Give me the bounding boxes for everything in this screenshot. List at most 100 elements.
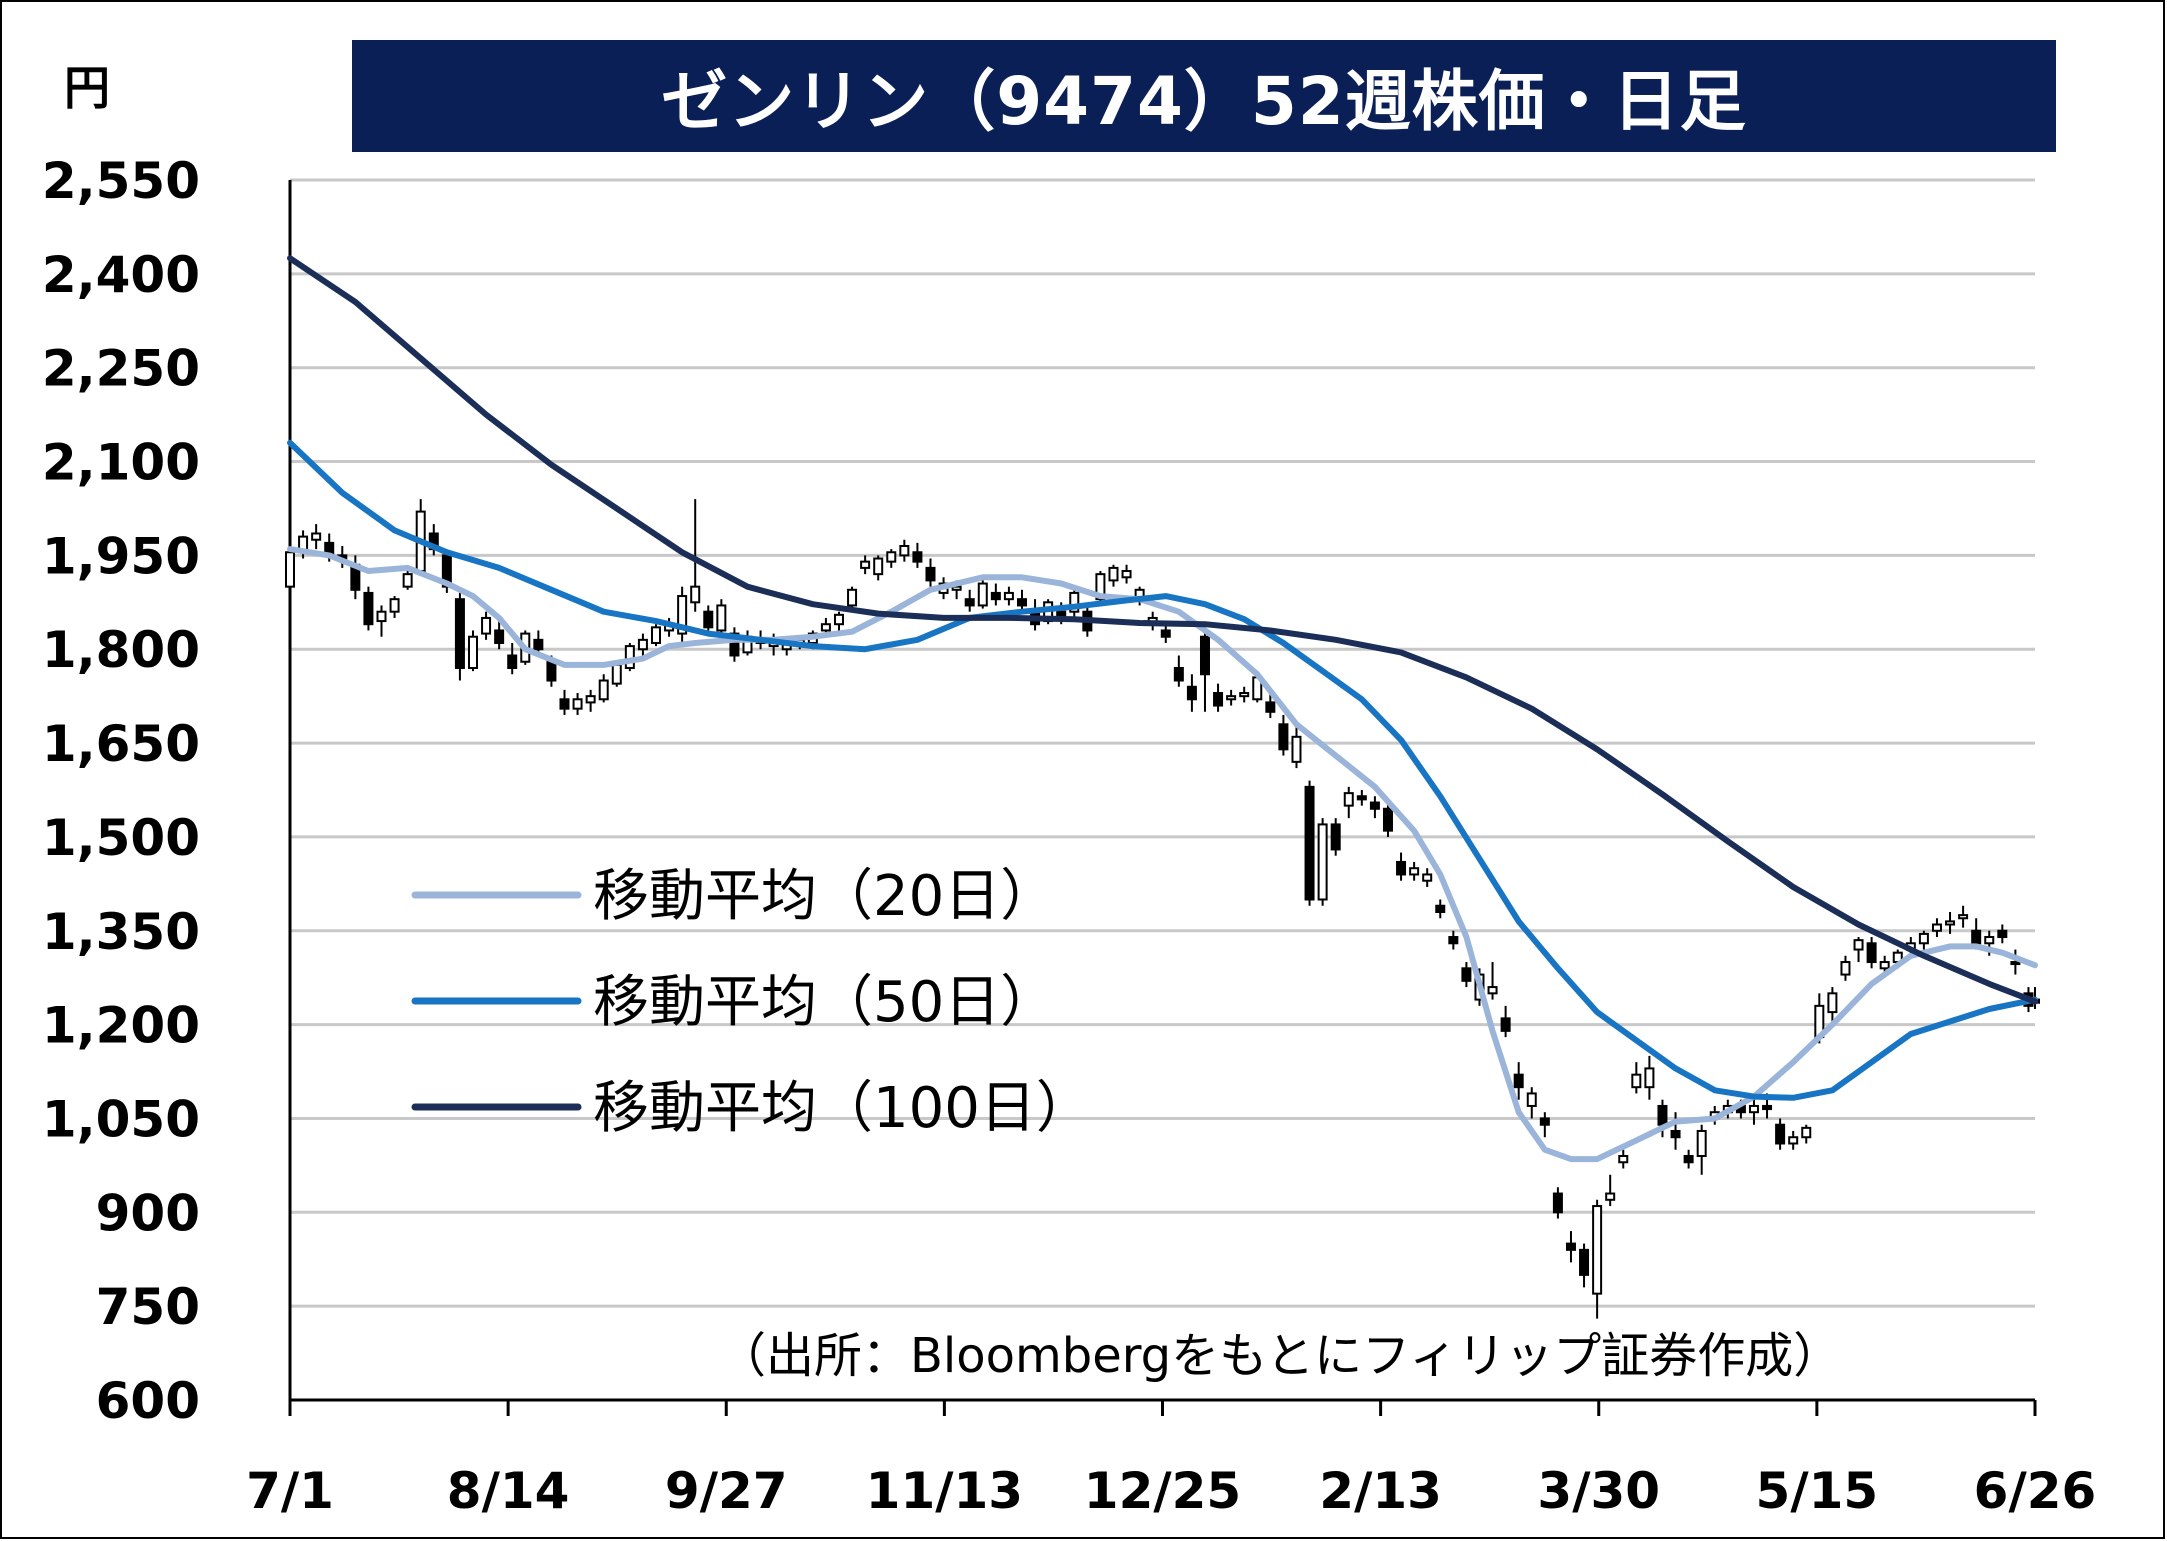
moving-average-lines <box>287 255 2038 1163</box>
candlestick <box>1291 724 1302 769</box>
candlestick <box>1409 861 1420 881</box>
candlestick <box>624 642 635 672</box>
candlestick <box>1213 683 1224 712</box>
legend-label: 移動平均（100日） <box>593 1076 1092 1141</box>
candlestick <box>1683 1149 1694 1169</box>
candle-body <box>1265 701 1276 713</box>
y-tick-label: 1,050 <box>42 1090 200 1148</box>
candle-body <box>559 698 570 710</box>
candlestick <box>912 542 923 568</box>
candle-body <box>598 679 609 701</box>
candlestick <box>1605 1174 1616 1207</box>
candle-body <box>1186 685 1197 701</box>
y-tick-label: 2,400 <box>42 246 200 304</box>
candle-body <box>1945 920 1956 926</box>
candle-body <box>1631 1073 1642 1089</box>
candlestick <box>1801 1124 1812 1144</box>
candle-body <box>1278 723 1289 751</box>
candle-body <box>1226 695 1237 701</box>
candle-body <box>1160 629 1171 638</box>
candle-body <box>611 663 622 685</box>
candlestick <box>402 567 413 590</box>
candlestick <box>742 630 753 656</box>
candle-body <box>1317 823 1328 901</box>
candlestick <box>454 592 465 681</box>
candle-body <box>899 545 910 557</box>
candle-body <box>454 598 465 670</box>
y-tick-label: 2,100 <box>42 434 200 492</box>
candle-body <box>1984 936 1995 945</box>
candle-body <box>1971 929 1982 945</box>
candlestick <box>494 621 505 650</box>
candlestick <box>481 611 492 640</box>
candlestick <box>1866 937 1877 969</box>
candle-body <box>1762 1104 1773 1111</box>
candle-body <box>1552 1192 1563 1214</box>
candle-body <box>1369 801 1380 810</box>
candlestick <box>1356 790 1367 806</box>
candlestick <box>1579 1243 1590 1288</box>
candlestick <box>1748 1099 1759 1125</box>
candlestick <box>1775 1118 1786 1150</box>
candlestick <box>833 611 844 631</box>
candle-body <box>1500 1017 1511 1032</box>
chart-title: ゼンリン（9474）52週株価・日足 <box>352 40 2056 152</box>
candle-body <box>677 595 688 635</box>
candlestick <box>716 599 727 637</box>
candle-body <box>1997 929 2008 939</box>
y-tick-label: 750 <box>96 1278 200 1336</box>
candle-body <box>690 585 701 604</box>
x-tick-label: 5/15 <box>1756 1462 1879 1520</box>
candlestick <box>467 630 478 672</box>
candle-body <box>1788 1136 1799 1145</box>
candle-body <box>1526 1092 1537 1107</box>
candlestick <box>1239 686 1250 703</box>
x-tick-label: 2/13 <box>1319 1462 1442 1520</box>
candle-body <box>1801 1126 1812 1139</box>
candlestick <box>1592 1199 1603 1319</box>
candle-body <box>1356 795 1367 801</box>
candle-body <box>311 532 322 541</box>
ma-line-1 <box>287 546 2038 1163</box>
candle-body <box>1670 1129 1681 1139</box>
x-tick-label: 8/14 <box>447 1462 570 1520</box>
candlestick <box>1945 912 1956 934</box>
y-tick-label: 1,950 <box>42 527 200 585</box>
legend-label: 移動平均（20日） <box>593 864 1056 929</box>
candlestick <box>1500 1005 1511 1038</box>
candlestick <box>1448 930 1459 950</box>
candle-body <box>1513 1073 1524 1089</box>
x-tick-label: 3/30 <box>1537 1462 1660 1520</box>
x-tick-labels: 7/1 8/14 9/27 11/13 12/25 2/13 3/30 5/15 6/26 <box>246 1400 2096 1520</box>
candlestick <box>1827 987 1838 1025</box>
candlestick <box>1278 714 1289 756</box>
candle-body <box>873 557 884 576</box>
candle-body <box>1487 986 1498 995</box>
candlestick <box>1997 924 2008 944</box>
candle-body <box>481 616 492 635</box>
candlestick <box>637 633 648 656</box>
candle-body <box>1879 961 1890 970</box>
candle-body <box>964 598 975 607</box>
y-tick-labels: 600 750 900 1,050 1,200 1,350 1,500 1,650 1,800 1… <box>42 152 200 1430</box>
candle-body <box>1213 692 1224 707</box>
candle-body <box>1866 942 1877 964</box>
candlestick <box>873 555 884 581</box>
candle-body <box>507 654 518 670</box>
candlestick <box>363 586 374 631</box>
candlestick <box>1121 564 1132 584</box>
candle-body <box>1330 823 1341 851</box>
candle-body <box>1199 635 1210 676</box>
candle-body <box>1095 573 1106 601</box>
candlestick <box>1199 624 1210 712</box>
candle-body <box>1461 967 1472 982</box>
candle-body <box>624 645 635 669</box>
candlestick <box>1016 589 1027 612</box>
candle-body <box>389 598 400 613</box>
axes <box>288 180 2035 1402</box>
candlestick <box>1565 1231 1576 1263</box>
candlestick <box>1304 780 1315 906</box>
candlestick <box>1788 1130 1799 1150</box>
candlestick <box>598 674 609 703</box>
